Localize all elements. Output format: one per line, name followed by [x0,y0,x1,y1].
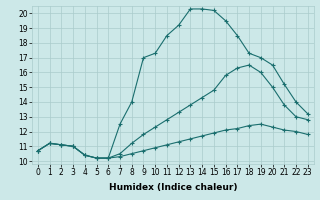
X-axis label: Humidex (Indice chaleur): Humidex (Indice chaleur) [108,183,237,192]
